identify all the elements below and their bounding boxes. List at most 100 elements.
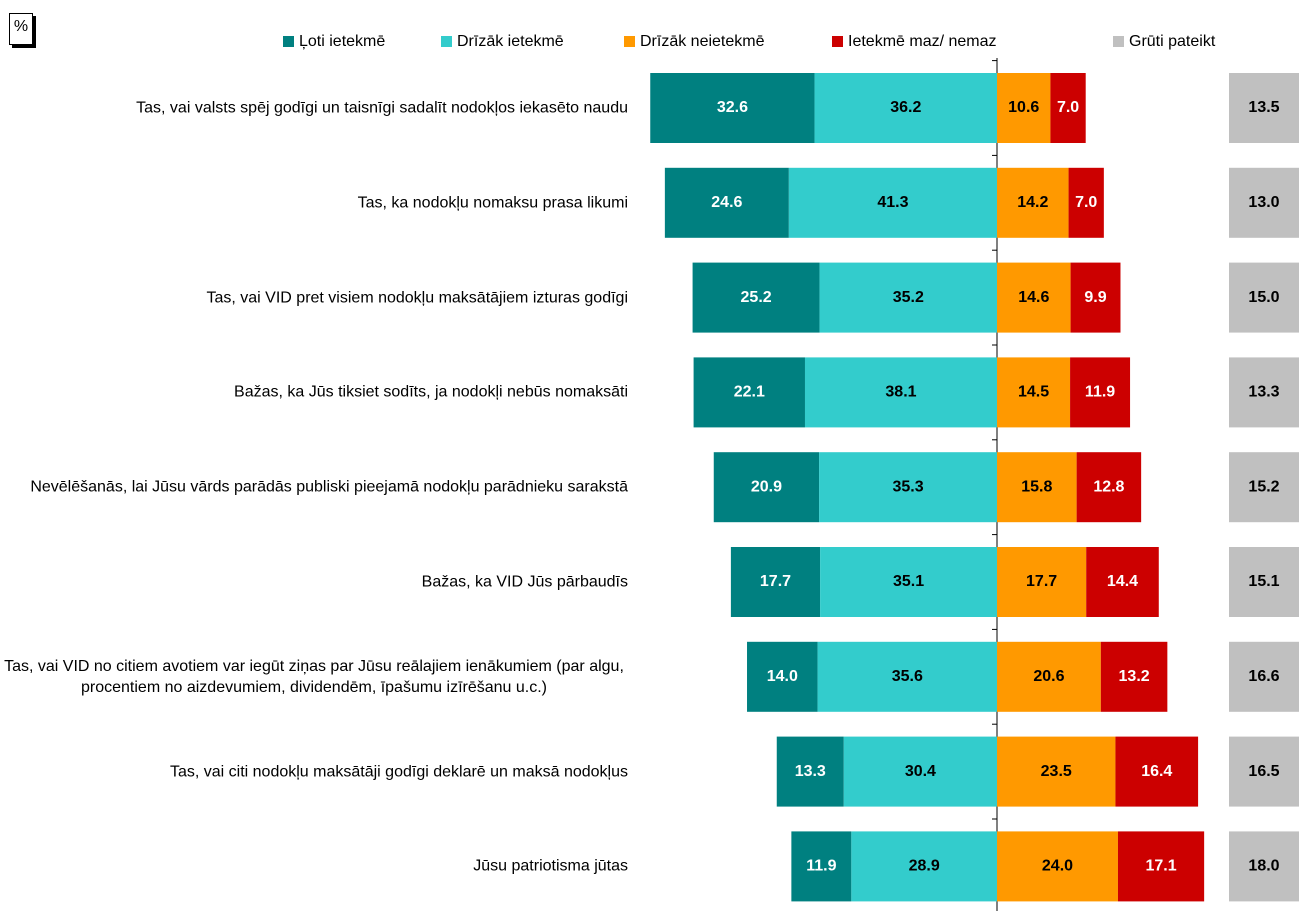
unit-label: % xyxy=(9,13,33,45)
dont-know-box xyxy=(1229,641,1299,712)
category-text: Bažas, ka Jūs tiksiet sodīts, ja nodokļi… xyxy=(234,383,628,401)
category-text: Bažas, ka VID Jūs pārbaudīs xyxy=(421,573,628,591)
dont-know-box xyxy=(1229,831,1299,902)
data-label: 9.9 xyxy=(1084,289,1106,306)
bar-segment xyxy=(1086,547,1159,617)
bar-segment xyxy=(851,831,997,902)
dont-know-box xyxy=(1229,736,1299,807)
bar-segment xyxy=(1070,262,1121,333)
data-label: 22.1 xyxy=(734,384,765,401)
bar-segment xyxy=(693,357,805,428)
category-label: Tas, vai VID pret visiem nodokļu maksātā… xyxy=(0,287,628,308)
data-label: 15.0 xyxy=(1248,289,1279,306)
bar-segment xyxy=(1068,167,1104,238)
data-label: 23.5 xyxy=(1041,763,1072,780)
category-text: Tas, vai VID no citiem avotiem var iegūt… xyxy=(4,657,624,696)
data-label: 14.2 xyxy=(1017,194,1048,211)
data-label: 32.6 xyxy=(717,99,748,116)
bar-segment xyxy=(747,641,818,712)
category-text: Tas, vai VID pret visiem nodokļu maksātā… xyxy=(206,289,628,307)
data-label: 17.1 xyxy=(1145,858,1176,875)
bar-segment xyxy=(1115,736,1199,807)
bar-segment xyxy=(664,167,789,238)
bar-segment xyxy=(843,736,997,807)
bar-segment xyxy=(814,73,997,143)
bar-segment xyxy=(791,831,852,902)
data-label: 25.2 xyxy=(741,289,772,306)
data-label: 17.7 xyxy=(760,573,791,590)
data-label: 28.9 xyxy=(909,858,940,875)
legend-label: Ļoti ietekmē xyxy=(299,33,385,50)
dont-know-box xyxy=(1229,262,1299,333)
data-label: 10.6 xyxy=(1008,99,1039,116)
dont-know-box xyxy=(1229,167,1299,238)
legend-swatch xyxy=(283,36,294,47)
data-label: 15.2 xyxy=(1248,478,1279,495)
bar-segment xyxy=(650,73,815,143)
bar-segment xyxy=(1050,73,1086,143)
legend-swatch xyxy=(1113,36,1124,47)
data-label: 13.0 xyxy=(1248,194,1279,211)
data-label: 35.1 xyxy=(893,573,924,590)
bar-segment xyxy=(997,547,1087,617)
legend-swatch xyxy=(624,36,635,47)
data-label: 7.0 xyxy=(1075,194,1097,211)
bar-segment xyxy=(692,262,820,333)
data-label: 16.5 xyxy=(1248,763,1279,780)
bar-segment xyxy=(997,73,1051,143)
data-label: 13.3 xyxy=(795,763,826,780)
data-label: 12.8 xyxy=(1093,478,1124,495)
dont-know-box xyxy=(1229,357,1299,428)
category-label: Bažas, ka Jūs tiksiet sodīts, ja nodokļi… xyxy=(0,382,628,403)
data-label: 7.0 xyxy=(1057,99,1079,116)
category-label: Tas, vai citi nodokļu maksātāji godīgi d… xyxy=(0,761,628,782)
category-label: Tas, vai VID no citiem avotiem var iegūt… xyxy=(0,656,628,698)
data-label: 36.2 xyxy=(890,99,921,116)
data-label: 13.5 xyxy=(1248,99,1279,116)
data-label: 20.6 xyxy=(1033,668,1064,685)
data-label: 24.0 xyxy=(1042,858,1073,875)
data-label: 13.3 xyxy=(1248,384,1279,401)
bar-segment xyxy=(1070,357,1131,428)
bar-segment xyxy=(997,167,1069,238)
category-text: Tas, vai citi nodokļu maksātāji godīgi d… xyxy=(169,763,628,781)
category-label: Bažas, ka VID Jūs pārbaudīs xyxy=(0,572,628,593)
legend-label: Ietekmē maz/ nemaz xyxy=(848,33,997,50)
bar-segment xyxy=(997,262,1071,333)
data-label: 11.9 xyxy=(806,858,836,875)
bar-segment xyxy=(1100,641,1168,712)
data-label: 15.1 xyxy=(1248,573,1279,590)
bar-segment xyxy=(997,452,1077,523)
category-text: Tas, ka nodokļu nomaksu prasa likumi xyxy=(357,194,628,212)
legend-swatch xyxy=(441,36,452,47)
data-label: 24.6 xyxy=(711,194,742,211)
category-label: Nevēlēšanās, lai Jūsu vārds parādās publ… xyxy=(0,477,628,498)
dont-know-box xyxy=(1229,547,1299,617)
data-label: 35.2 xyxy=(893,289,924,306)
legend-label: Grūti pateikt xyxy=(1129,33,1216,50)
bar-segment xyxy=(1117,831,1205,902)
data-label: 15.8 xyxy=(1021,478,1052,495)
category-label: Tas, ka nodokļu nomaksu prasa likumi xyxy=(0,192,628,213)
legend-swatch xyxy=(832,36,843,47)
category-label: Jūsu patriotisma jūtas xyxy=(0,856,628,877)
data-label: 18.0 xyxy=(1248,858,1279,875)
data-label: 14.4 xyxy=(1107,573,1138,590)
data-label: 20.9 xyxy=(751,478,782,495)
bar-segment xyxy=(997,641,1101,712)
data-label: 41.3 xyxy=(877,194,908,211)
legend-label: Drīzāk ietekmē xyxy=(457,33,564,50)
bar-segment xyxy=(820,547,997,617)
data-label: 11.9 xyxy=(1085,384,1115,401)
data-label: 14.5 xyxy=(1018,384,1049,401)
bar-segment xyxy=(819,262,997,333)
dont-know-box xyxy=(1229,73,1299,143)
bar-segment xyxy=(1076,452,1142,523)
data-label: 16.4 xyxy=(1141,763,1172,780)
data-label: 17.7 xyxy=(1026,573,1057,590)
legend-label: Drīzāk neietekmē xyxy=(640,33,765,50)
category-label: Tas, vai valsts spēj godīgi un taisnīgi … xyxy=(0,98,628,119)
category-text: Tas, vai valsts spēj godīgi un taisnīgi … xyxy=(136,99,628,117)
bar-segment xyxy=(730,547,821,617)
